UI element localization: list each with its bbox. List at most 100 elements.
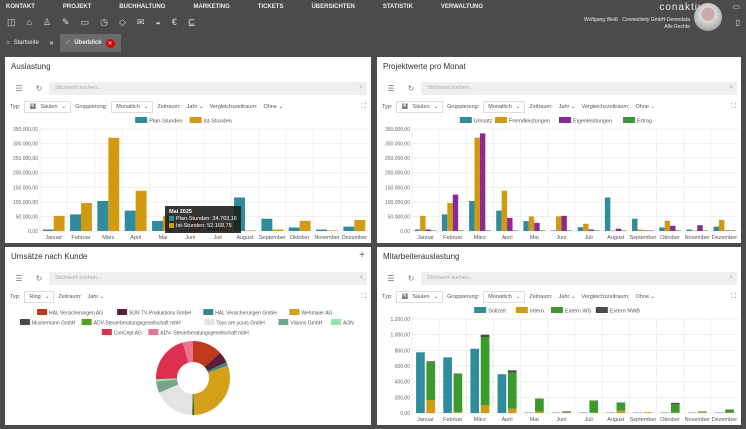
bar bbox=[469, 200, 475, 231]
refresh-icon[interactable]: ↻ bbox=[35, 273, 43, 283]
legend-swatch bbox=[169, 216, 174, 222]
refresh-icon[interactable]: ↻ bbox=[407, 273, 415, 283]
home-icon: ⌂ bbox=[6, 40, 10, 46]
edit-icon[interactable]: ✎ bbox=[62, 17, 70, 27]
bar bbox=[550, 230, 556, 231]
bar bbox=[480, 334, 490, 338]
comparison-select[interactable]: Ohne ⌄ bbox=[635, 294, 656, 300]
menu-item[interactable]: BUCHHALTUNG bbox=[119, 4, 166, 10]
refresh-icon[interactable]: ↻ bbox=[35, 83, 43, 93]
add-icon[interactable]: + bbox=[359, 250, 365, 261]
bar bbox=[343, 226, 355, 231]
bar bbox=[480, 405, 490, 413]
mail-icon[interactable]: ✉ bbox=[136, 17, 145, 27]
bar bbox=[697, 225, 703, 231]
x-tick-label: Dezember bbox=[712, 235, 738, 241]
menu-item[interactable]: ÜBERSICHTEN bbox=[311, 4, 355, 10]
bar bbox=[616, 410, 626, 413]
chair-icon[interactable]: ⊑ bbox=[187, 17, 196, 27]
flag-icon[interactable]: ▯ bbox=[735, 18, 740, 27]
search-input[interactable]: Stichwort suchen... ⌕ bbox=[421, 81, 737, 95]
chart-type-select[interactable]: Ring ⌄ bbox=[24, 291, 55, 303]
chevron-down-icon: ⌄ bbox=[570, 294, 576, 300]
chart-type-select[interactable]: 📊︎ Säulen ⌄ bbox=[396, 291, 444, 303]
menu-item[interactable]: PROJEKT bbox=[62, 4, 92, 10]
search-input[interactable]: Stichwort suchen... ⌕ bbox=[49, 81, 367, 95]
period-select[interactable]: Jahr ⌄ bbox=[558, 104, 576, 110]
monitor-icon[interactable]: ▭ bbox=[732, 2, 740, 11]
list-icon[interactable]: ☰ bbox=[15, 273, 23, 283]
menu-item[interactable]: STATISTIK bbox=[382, 4, 413, 10]
bar bbox=[642, 230, 649, 231]
chart-type-select[interactable]: 📊︎ Säulen ⌄ bbox=[24, 101, 72, 113]
search-icon[interactable]: ⌕ bbox=[359, 83, 363, 91]
avatar[interactable] bbox=[694, 3, 722, 31]
legend-label: ADV-Steuerberatungsgesellschaft mbH bbox=[94, 321, 181, 327]
legend-label: Ist-Stunden bbox=[204, 119, 232, 125]
list-icon[interactable]: ☰ bbox=[387, 83, 395, 93]
home-icon[interactable]: ⌂ bbox=[26, 17, 32, 27]
window-icon[interactable]: ▭ bbox=[80, 17, 90, 27]
search-icon[interactable]: ⌕ bbox=[359, 273, 363, 281]
comparison-select[interactable]: Ohne ⌄ bbox=[263, 104, 284, 110]
grouping-select[interactable]: Monatlich ⌄ bbox=[111, 101, 154, 113]
chevron-down-icon: ⌄ bbox=[278, 104, 284, 110]
menu-item[interactable]: VERWALTUNG bbox=[440, 4, 484, 10]
x-tick-label: Januar bbox=[45, 235, 62, 241]
panel-title: Projektwerte pro Monat bbox=[383, 62, 466, 71]
fullscreen-icon[interactable]: ⛶ bbox=[731, 103, 736, 110]
search-input[interactable]: Stichwort suchen... ⌕ bbox=[49, 271, 367, 285]
close-icon[interactable]: ✕ bbox=[105, 38, 115, 48]
period-select[interactable]: Jahr ⌄ bbox=[558, 294, 576, 300]
x-tick-label: Januar bbox=[417, 235, 434, 241]
panel-umsätze-nach-kunde: Umsätze nach Kunde + ☰ ↻ Stichwort suchen… bbox=[5, 247, 371, 425]
bar bbox=[431, 230, 437, 231]
y-tick-label: 0,00 bbox=[28, 229, 38, 235]
chevron-down-icon: ⌄ bbox=[433, 104, 439, 110]
menu-item[interactable]: KONTAKT bbox=[6, 4, 35, 10]
tag-icon[interactable]: ◇ bbox=[118, 17, 126, 27]
y-tick-label: 1.200,00 bbox=[391, 317, 411, 323]
menu-item[interactable]: MARKETING bbox=[193, 4, 230, 10]
list-icon[interactable]: ☰ bbox=[15, 83, 23, 93]
bar bbox=[443, 357, 452, 413]
bar bbox=[152, 220, 163, 231]
period-select[interactable]: Jahr ⌄ bbox=[87, 294, 105, 300]
fullscreen-icon[interactable]: ⛶ bbox=[731, 293, 736, 300]
tab-startseite[interactable]: ⌂ Startseite ✕ bbox=[6, 40, 55, 47]
search-icon[interactable]: ⌕ bbox=[729, 273, 733, 281]
bar bbox=[354, 219, 366, 231]
period-select[interactable]: Jahr ⌄ bbox=[186, 104, 204, 110]
user-icon[interactable]: ♙ bbox=[42, 17, 52, 27]
x-tick-label: Juni bbox=[556, 235, 566, 241]
x-tick-label: August bbox=[236, 235, 254, 241]
grouping-select[interactable]: Monatlich ⌄ bbox=[483, 291, 526, 303]
euro-icon[interactable]: € bbox=[171, 17, 177, 27]
bar bbox=[610, 230, 616, 231]
chevron-down-icon: ⌄ bbox=[650, 104, 656, 110]
tab-ueberblick[interactable]: ⟋ Überblick ✕ bbox=[60, 34, 121, 52]
grouping-select[interactable]: Monatlich ⌄ bbox=[483, 101, 526, 113]
comparison-select[interactable]: Ohne ⌄ bbox=[635, 104, 656, 110]
tab-bar: ⌂ Startseite ✕ ⟋ Überblick ✕ bbox=[0, 34, 121, 52]
bar bbox=[288, 227, 300, 231]
search-input[interactable]: Stichwort suchen... ⌕ bbox=[421, 271, 737, 285]
bar bbox=[507, 217, 513, 231]
panel-mitarbeiterauslastung: Mitarbeiterauslastung ☰ ↻ Stichwort suche… bbox=[377, 247, 741, 425]
donut-slice bbox=[156, 342, 189, 380]
bar bbox=[718, 219, 725, 231]
search-icon[interactable]: ⌕ bbox=[729, 83, 733, 91]
car-icon[interactable]: ◒ bbox=[155, 17, 161, 27]
x-tick-label: November bbox=[685, 235, 711, 241]
chart-type-select[interactable]: 📊︎ Säulen ⌄ bbox=[396, 101, 444, 113]
close-icon[interactable]: ✕ bbox=[48, 40, 55, 47]
y-tick-label: 150.000,00 bbox=[13, 185, 38, 191]
fullscreen-icon[interactable]: ⛶ bbox=[361, 103, 366, 110]
legend-swatch bbox=[117, 309, 128, 315]
refresh-icon[interactable]: ↻ bbox=[407, 83, 415, 93]
timer-icon[interactable]: ◷ bbox=[100, 17, 108, 27]
sidebar-icon[interactable]: ◫ bbox=[7, 17, 16, 27]
fullscreen-icon[interactable]: ⛶ bbox=[361, 293, 366, 300]
menu-item[interactable]: TICKETS bbox=[257, 4, 284, 10]
list-icon[interactable]: ☰ bbox=[387, 273, 395, 283]
